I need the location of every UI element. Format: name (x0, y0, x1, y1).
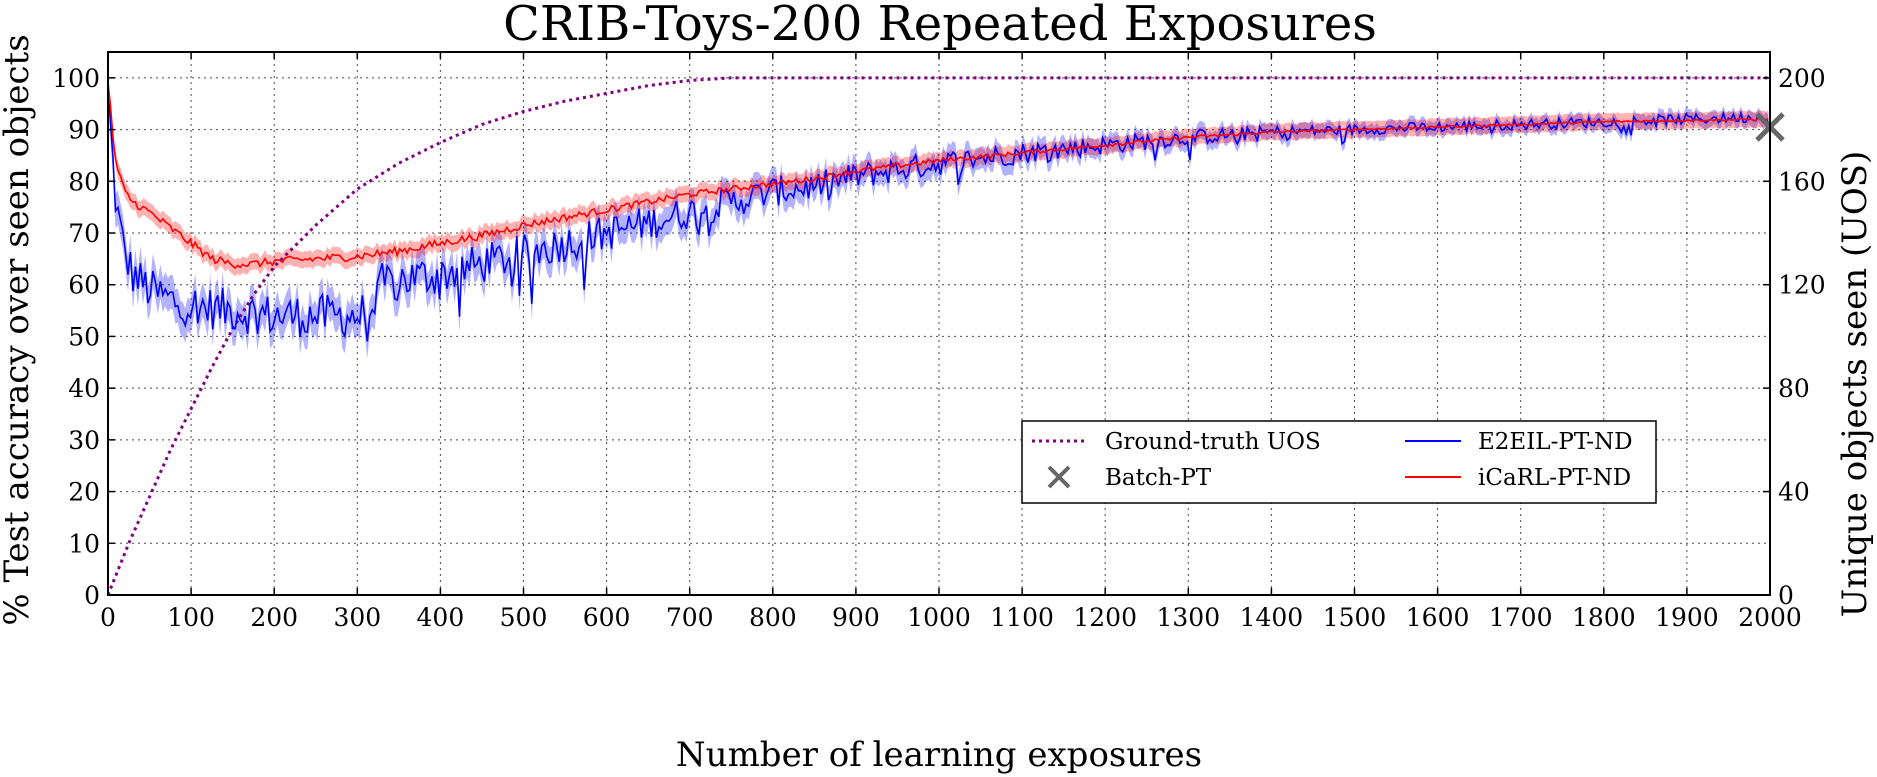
grid (108, 52, 1770, 595)
x-tick-label: 900 (832, 603, 880, 632)
x-tick-label: 1600 (1406, 603, 1470, 632)
legend-label-e2eil: E2EIL-PT-ND (1478, 429, 1633, 455)
y2-axis-ticks: 0 40 80 120 160 200 (1763, 64, 1826, 610)
chart-title: CRIB-Toys-200 Repeated Exposures (503, 0, 1377, 52)
x-tick-label: 1200 (1073, 603, 1137, 632)
series-line-e2eil-pt-nd (107, 82, 1769, 342)
x-tick-label: 1900 (1655, 603, 1719, 632)
x-tick-label: 400 (417, 603, 465, 632)
x-tick-label: 1100 (990, 603, 1054, 632)
y2-tick-label: 160 (1778, 167, 1826, 196)
legend: Ground-truth UOS E2EIL-PT-ND Batch-PT iC… (1021, 420, 1657, 504)
legend-swatch-batch-pt (1047, 465, 1071, 489)
x-tick-label: 1400 (1240, 603, 1304, 632)
y-tick-label: 70 (68, 219, 100, 248)
y-axis-label: % Test accuracy over seen objects (0, 34, 37, 625)
x-tick-label: 800 (749, 603, 797, 632)
x-tick-label: 700 (666, 603, 714, 632)
y-axis-ticks: 0 10 20 30 40 50 60 70 80 90 100 (52, 64, 115, 610)
y-tick-label: 10 (68, 529, 100, 558)
y-tick-label: 0 (84, 581, 100, 610)
y2-tick-label: 200 (1778, 64, 1826, 93)
x-tick-label: 600 (583, 603, 631, 632)
y2-tick-label: 120 (1778, 271, 1826, 300)
x-tick-label: 1000 (907, 603, 971, 632)
legend-box (1021, 420, 1657, 504)
x-tick-label: 500 (500, 603, 548, 632)
legend-label-batch-pt: Batch-PT (1105, 465, 1212, 491)
x-axis-ticks: 0 100 200 300 400 500 600 700 800 900 1000 1100 1200… (100, 52, 1802, 632)
legend-label-icarl: iCaRL-PT-ND (1478, 465, 1631, 491)
series-lines (106, 76, 1770, 596)
legend-label-ground-truth-uos: Ground-truth UOS (1105, 429, 1321, 455)
y-tick-label: 50 (68, 322, 100, 351)
x-tick-label: 300 (333, 603, 381, 632)
y2-axis-label: Unique objects seen (UOS) (1835, 151, 1875, 618)
x-tick-label: 0 (100, 603, 116, 632)
y2-tick-label: 40 (1778, 478, 1810, 507)
y-tick-label: 60 (68, 271, 100, 300)
x-axis-label: Number of learning exposures (676, 735, 1202, 775)
x-tick-label: 1800 (1572, 603, 1636, 632)
y-tick-label: 30 (68, 426, 100, 455)
series-line-ground-truth-uos (106, 76, 1770, 596)
x-tick-label: 1300 (1156, 603, 1220, 632)
y2-tick-label: 80 (1778, 374, 1810, 403)
y-tick-label: 80 (68, 167, 100, 196)
series-line-icarl-pt-nd (107, 82, 1769, 270)
x-tick-label: 1500 (1323, 603, 1387, 632)
y-tick-label: 100 (52, 64, 100, 93)
y-tick-label: 90 (68, 116, 100, 145)
x-tick-label: 100 (167, 603, 215, 632)
y-tick-label: 40 (68, 374, 100, 403)
y-tick-label: 20 (68, 478, 100, 507)
x-tick-label: 1700 (1489, 603, 1553, 632)
x-tick-label: 200 (250, 603, 298, 632)
x-tick-label: 2000 (1738, 603, 1802, 632)
y2-tick-label: 0 (1778, 581, 1794, 610)
series-band-e2eil-pt-nd (108, 77, 1769, 359)
